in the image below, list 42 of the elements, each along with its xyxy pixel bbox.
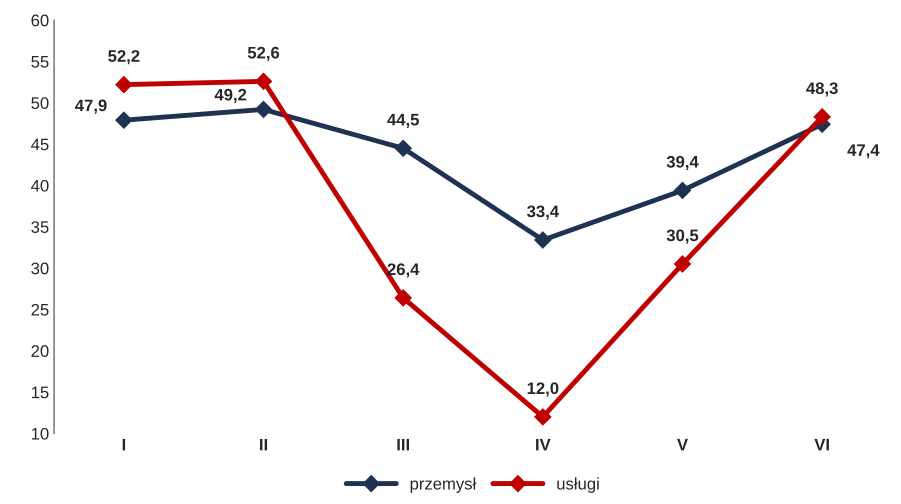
legend-label: przemysł xyxy=(410,477,476,493)
point xyxy=(534,408,552,426)
y-tick-label: 20 xyxy=(32,345,49,357)
point xyxy=(394,140,412,157)
point xyxy=(115,112,132,129)
data-label: 12,0 xyxy=(528,382,558,397)
y-tick-label: 15 xyxy=(32,386,48,398)
point xyxy=(814,108,831,126)
data-label: 33,4 xyxy=(527,205,559,220)
data-label: 52,2 xyxy=(108,50,140,64)
y-tick-label: 45 xyxy=(31,138,48,150)
point xyxy=(534,231,552,249)
y-tick-label: 25 xyxy=(32,304,48,316)
y-tick-label: 60 xyxy=(32,14,49,26)
x-tick-label: II xyxy=(260,438,268,450)
data-label: 47,9 xyxy=(75,100,107,114)
data-label: 47,4 xyxy=(847,144,880,158)
data-label: 26,4 xyxy=(388,263,420,278)
data-label: 44,5 xyxy=(387,114,419,128)
y-tick-label: 55 xyxy=(31,56,48,68)
data-label: 49,2 xyxy=(214,88,246,103)
point xyxy=(394,289,412,306)
point xyxy=(674,255,692,273)
x-tick-label: III xyxy=(397,438,410,450)
x-tick-label: I xyxy=(122,438,126,450)
point xyxy=(115,76,132,94)
y-tick-label: 30 xyxy=(31,262,49,274)
data-label: 48,3 xyxy=(806,82,838,97)
y-tick-label: 50 xyxy=(31,97,49,110)
point xyxy=(254,100,272,118)
point xyxy=(254,72,272,90)
y-tick-label: 35 xyxy=(31,221,48,234)
point xyxy=(674,182,692,199)
y-tick-label: 10 xyxy=(32,428,49,440)
y-tick-label: 40 xyxy=(31,180,49,192)
data-label: 39,4 xyxy=(666,156,699,170)
legend-label: usługi xyxy=(557,477,599,493)
data-label: 30,5 xyxy=(666,229,698,244)
x-tick-label: VI xyxy=(814,438,829,450)
x-tick-label: IV xyxy=(536,438,551,450)
x-tick-label: V xyxy=(677,438,688,450)
data-label: 52,6 xyxy=(248,46,280,62)
